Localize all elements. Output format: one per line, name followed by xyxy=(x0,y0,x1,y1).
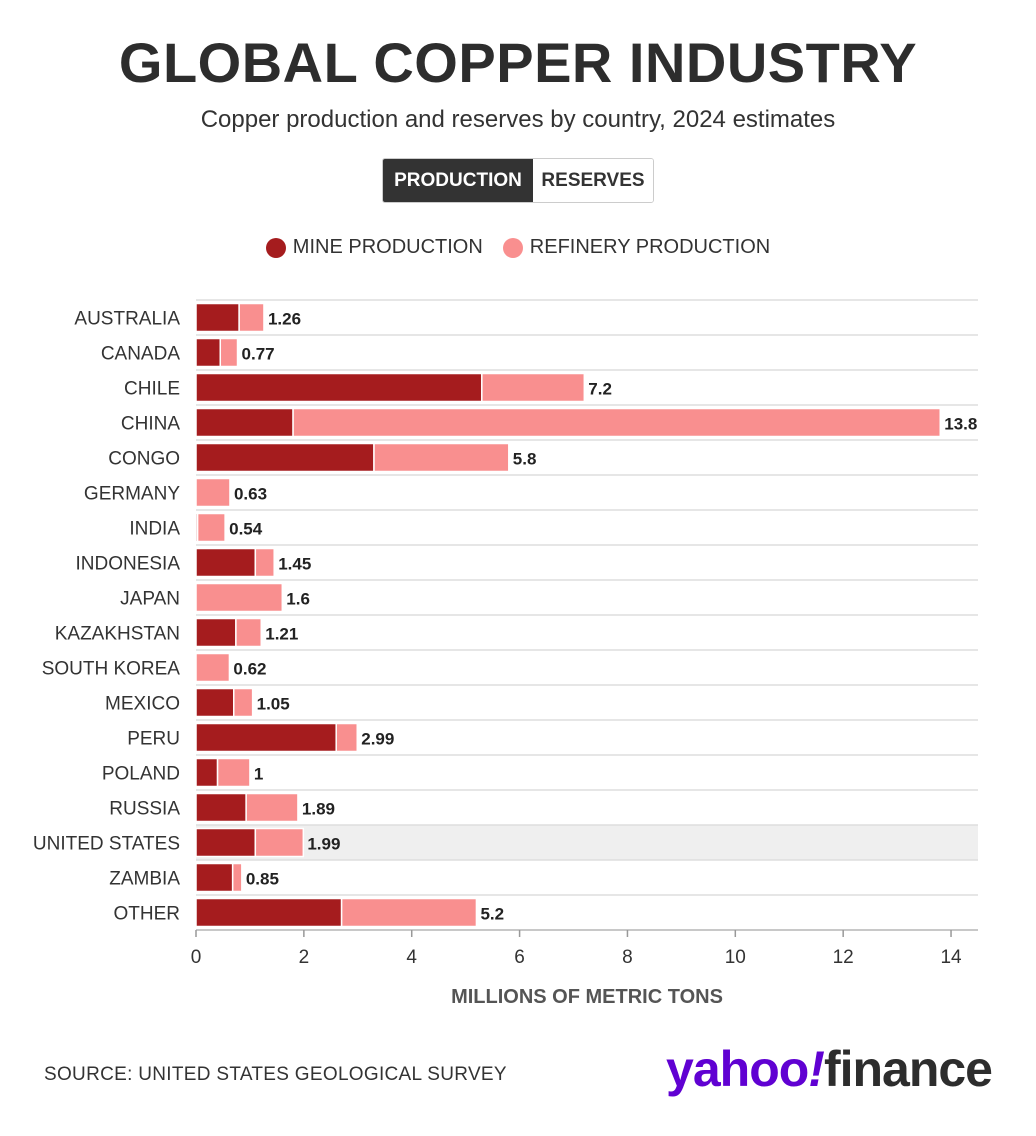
total-label-russia: 1.89 xyxy=(302,800,335,819)
legend-label-mine: MINE PRODUCTION xyxy=(292,236,483,258)
x-tick-label: 4 xyxy=(406,947,417,968)
bar-mine-china xyxy=(195,407,294,438)
category-label-mexico: MEXICO xyxy=(105,694,180,715)
source-note: SOURCE: UNITED STATES GEOLOGICAL SURVEY xyxy=(44,1064,507,1085)
category-label-congo: CONGO xyxy=(108,449,180,470)
bar-mine-congo xyxy=(195,442,375,473)
legend-swatch-refinery xyxy=(502,237,523,258)
total-label-germany: 0.63 xyxy=(234,485,267,504)
bar-refinery-indonesia xyxy=(254,547,275,578)
bar-chart: AUSTRALIA 1.26 CANADA 0.77 CHILE 7.2 CHINA 13.8… xyxy=(33,299,978,968)
bar-mine-other xyxy=(195,897,343,928)
yahoo-finance-logo: yahoo! finance xyxy=(666,1040,993,1098)
total-label-other: 5.2 xyxy=(480,905,504,924)
bar-mine-poland xyxy=(195,757,219,788)
category-label-poland: POLAND xyxy=(102,764,180,785)
bar-refinery-mexico xyxy=(233,687,254,718)
total-label-peru: 2.99 xyxy=(361,730,394,749)
total-label-india: 0.54 xyxy=(229,520,263,539)
legend-item-mine: MINE PRODUCTION xyxy=(265,236,483,259)
row-highlight-united-states xyxy=(196,825,978,860)
category-label-indonesia: INDONESIA xyxy=(75,554,180,575)
category-label-peru: PERU xyxy=(127,729,180,750)
category-label-united-states: UNITED STATES xyxy=(33,834,180,855)
total-label-kazakhstan: 1.21 xyxy=(265,625,298,644)
x-tick-label: 12 xyxy=(833,947,854,968)
x-tick-label: 8 xyxy=(622,947,633,968)
bar-mine-indonesia xyxy=(195,547,257,578)
production-tab[interactable]: PRODUCTION xyxy=(383,159,533,202)
bar-refinery-canada xyxy=(219,337,239,368)
x-tick-label: 2 xyxy=(299,947,310,968)
bar-mine-peru xyxy=(195,722,337,753)
bar-refinery-kazakhstan xyxy=(235,617,263,648)
total-label-zambia: 0.85 xyxy=(246,870,279,889)
bar-mine-russia xyxy=(195,792,247,823)
bar-refinery-poland xyxy=(216,757,251,788)
category-label-kazakhstan: KAZAKHSTAN xyxy=(55,624,180,645)
bar-mine-united-states xyxy=(195,827,257,858)
category-label-japan: JAPAN xyxy=(120,589,180,610)
bar-refinery-russia xyxy=(245,792,299,823)
chart-legend: MINE PRODUCTION REFINERY PRODUCTION xyxy=(0,236,1036,259)
category-label-germany: GERMANY xyxy=(84,484,180,505)
view-toggle: PRODUCTION RESERVES xyxy=(382,158,654,203)
x-axis-label: MILLIONS OF METRIC TONS xyxy=(451,986,723,1008)
category-label-russia: RUSSIA xyxy=(109,799,180,820)
total-label-poland: 1 xyxy=(254,765,263,784)
total-label-congo: 5.8 xyxy=(513,450,537,469)
bar-refinery-chile xyxy=(481,372,586,403)
bar-refinery-united-states xyxy=(254,827,305,858)
logo-yahoo: yahoo xyxy=(666,1041,809,1097)
x-tick-label: 14 xyxy=(940,947,962,968)
category-label-india: INDIA xyxy=(129,519,180,540)
total-label-mexico: 1.05 xyxy=(257,695,290,714)
legend-swatch-mine xyxy=(265,237,286,258)
bar-mine-mexico xyxy=(195,687,235,718)
bar-refinery-japan xyxy=(195,582,284,613)
total-label-south-korea: 0.62 xyxy=(233,660,266,679)
x-tick-label: 0 xyxy=(191,947,202,968)
category-label-canada: CANADA xyxy=(101,344,181,365)
category-label-australia: AUSTRALIA xyxy=(74,309,180,330)
total-label-chile: 7.2 xyxy=(588,380,612,399)
total-label-china: 13.8 xyxy=(944,415,977,434)
category-label-zambia: ZAMBIA xyxy=(109,869,180,890)
bar-refinery-india xyxy=(196,512,226,543)
bar-refinery-australia xyxy=(238,302,265,333)
logo-finance: finance xyxy=(823,1041,993,1097)
bar-mine-zambia xyxy=(195,862,234,893)
chart-title: GLOBAL COPPER INDUSTRY xyxy=(118,31,918,94)
total-label-canada: 0.77 xyxy=(242,345,275,364)
bar-refinery-peru xyxy=(335,722,359,753)
category-label-chile: CHILE xyxy=(124,379,180,400)
bar-refinery-congo xyxy=(373,442,510,473)
bar-mine-australia xyxy=(195,302,240,333)
x-tick-label: 6 xyxy=(514,947,525,968)
logo-bang: ! xyxy=(808,1041,825,1097)
bar-refinery-zambia xyxy=(231,862,243,893)
bar-refinery-other xyxy=(340,897,478,928)
x-tick-label: 10 xyxy=(725,947,746,968)
chart-subtitle: Copper production and reserves by countr… xyxy=(200,106,836,133)
total-label-united-states: 1.99 xyxy=(307,835,340,854)
category-label-other: OTHER xyxy=(114,904,181,925)
reserves-tab[interactable]: RESERVES xyxy=(533,159,653,202)
legend-label-refinery: REFINERY PRODUCTION xyxy=(529,236,771,258)
bar-refinery-south-korea xyxy=(195,652,231,683)
total-label-australia: 1.26 xyxy=(268,310,301,329)
bar-refinery-germany xyxy=(195,477,231,508)
bar-mine-chile xyxy=(195,372,483,403)
legend-item-refinery: REFINERY PRODUCTION xyxy=(502,236,771,259)
total-label-japan: 1.6 xyxy=(286,590,310,609)
total-label-indonesia: 1.45 xyxy=(278,555,311,574)
bar-mine-canada xyxy=(195,337,222,368)
bar-mine-kazakhstan xyxy=(195,617,237,648)
category-label-south-korea: SOUTH KOREA xyxy=(42,659,181,680)
bar-refinery-china xyxy=(292,407,941,438)
category-label-china: CHINA xyxy=(121,414,180,435)
